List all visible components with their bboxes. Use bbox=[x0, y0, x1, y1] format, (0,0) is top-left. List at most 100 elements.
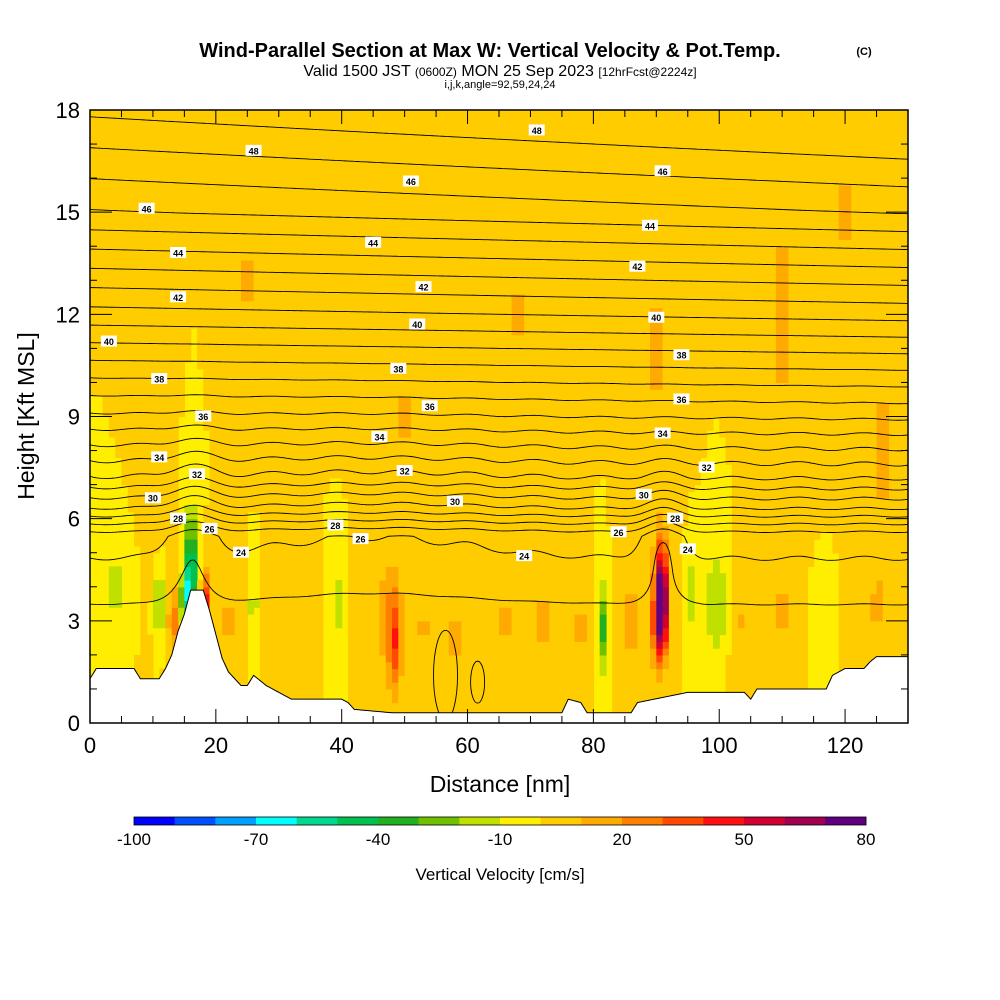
velocity-cell bbox=[870, 614, 884, 622]
velocity-cell bbox=[838, 620, 908, 629]
velocity-cell bbox=[624, 593, 639, 601]
velocity-cell bbox=[612, 627, 626, 636]
velocity-cell bbox=[347, 688, 393, 697]
contour-label-box bbox=[673, 393, 690, 405]
velocity-cell bbox=[599, 668, 607, 676]
velocity-cell bbox=[385, 682, 399, 690]
velocity-cell bbox=[247, 600, 261, 608]
velocity-cell bbox=[687, 600, 695, 608]
velocity-cell bbox=[90, 178, 908, 186]
velocity-cell bbox=[662, 375, 777, 384]
velocity-cell bbox=[612, 579, 651, 588]
velocity-cell bbox=[889, 470, 908, 479]
contour-label-box bbox=[629, 260, 646, 272]
velocity-cell bbox=[448, 641, 462, 649]
velocity-cell bbox=[725, 668, 808, 676]
velocity-cell bbox=[152, 620, 167, 629]
velocity-cell bbox=[140, 614, 148, 622]
velocity-cell bbox=[448, 648, 462, 656]
velocity-cell bbox=[90, 184, 840, 193]
velocity-cell bbox=[410, 423, 714, 431]
velocity-cell bbox=[429, 620, 450, 629]
velocity-cell bbox=[404, 634, 450, 642]
contour-label-text: 26 bbox=[356, 535, 366, 545]
velocity-cell bbox=[209, 600, 248, 608]
velocity-cell bbox=[656, 600, 664, 608]
velocity-cell bbox=[788, 253, 908, 261]
velocity-cell bbox=[687, 586, 695, 595]
velocity-cell bbox=[731, 532, 821, 540]
velocity-cell bbox=[656, 573, 664, 581]
velocity-cell bbox=[499, 627, 513, 636]
velocity-cell bbox=[870, 607, 884, 615]
colorbar-swatch bbox=[744, 817, 785, 825]
contour-label-text: 48 bbox=[532, 126, 542, 136]
velocity-cell bbox=[379, 648, 387, 656]
velocity-cell bbox=[876, 423, 890, 431]
velocity-cell bbox=[335, 607, 343, 615]
colorbar-tick-label: -40 bbox=[366, 830, 391, 849]
velocity-cell bbox=[203, 402, 399, 411]
velocity-cell bbox=[719, 430, 878, 438]
velocity-cell bbox=[184, 511, 198, 520]
velocity-cell bbox=[385, 607, 393, 615]
contour-label-box bbox=[516, 550, 533, 562]
velocity-cell bbox=[668, 593, 683, 601]
velocity-cell bbox=[184, 593, 192, 601]
velocity-cell bbox=[259, 641, 324, 649]
velocity-cell bbox=[404, 593, 594, 601]
valid-time: Valid 1500 JST bbox=[303, 63, 411, 80]
velocity-cell bbox=[385, 675, 393, 683]
velocity-cell bbox=[624, 614, 639, 622]
velocity-cell bbox=[587, 634, 594, 642]
velocity-cell bbox=[731, 614, 739, 622]
velocity-cell bbox=[115, 450, 179, 458]
velocity-cell bbox=[731, 484, 878, 493]
velocity-cell bbox=[165, 559, 179, 567]
velocity-cell bbox=[731, 579, 808, 588]
velocity-cell bbox=[612, 661, 651, 670]
velocity-cell bbox=[347, 634, 381, 642]
velocity-cell bbox=[662, 362, 777, 370]
velocity-cell bbox=[209, 470, 701, 479]
chart-title: Wind-Parallel Section at Max W: Vertical… bbox=[199, 40, 780, 62]
velocity-cell bbox=[203, 579, 211, 588]
velocity-cell bbox=[838, 579, 878, 588]
velocity-cell bbox=[637, 641, 651, 649]
velocity-cell bbox=[662, 614, 670, 622]
colorbar-tick-labels: -100 -70 -40 -10 20 50 80 bbox=[117, 830, 875, 849]
velocity-cell bbox=[392, 695, 399, 704]
contour-label-box bbox=[170, 291, 187, 303]
velocity-cell bbox=[637, 593, 651, 601]
velocity-cell bbox=[90, 225, 840, 234]
velocity-cell bbox=[574, 627, 588, 636]
velocity-cell bbox=[668, 600, 683, 608]
theta-contour-label: 40 bbox=[100, 335, 117, 347]
velocity-cell bbox=[838, 634, 908, 642]
velocity-cell bbox=[599, 579, 607, 588]
velocity-cell bbox=[398, 423, 412, 431]
velocity-cell bbox=[612, 593, 626, 601]
velocity-cell bbox=[398, 573, 594, 581]
velocity-cell bbox=[876, 443, 890, 452]
velocity-cell bbox=[612, 668, 657, 676]
velocity-cell bbox=[90, 205, 840, 213]
velocity-cell bbox=[347, 668, 387, 676]
velocity-cell bbox=[347, 641, 381, 649]
velocity-cell bbox=[259, 668, 324, 676]
contour-label-box bbox=[421, 400, 438, 412]
velocity-cell bbox=[731, 518, 908, 527]
velocity-cell bbox=[448, 620, 462, 629]
velocity-cell bbox=[209, 620, 223, 629]
velocity-cell bbox=[209, 579, 248, 588]
velocity-cell bbox=[511, 293, 525, 302]
velocity-cell bbox=[499, 620, 513, 629]
velocity-cell bbox=[134, 668, 154, 676]
velocity-cell bbox=[587, 620, 594, 629]
velocity-cell bbox=[152, 586, 167, 595]
theta-contour-label: 30 bbox=[144, 492, 161, 504]
velocity-cell bbox=[178, 586, 185, 595]
velocity-cell bbox=[461, 627, 500, 636]
theta-contour-label: 24 bbox=[679, 543, 696, 555]
velocity-cell bbox=[410, 402, 878, 411]
